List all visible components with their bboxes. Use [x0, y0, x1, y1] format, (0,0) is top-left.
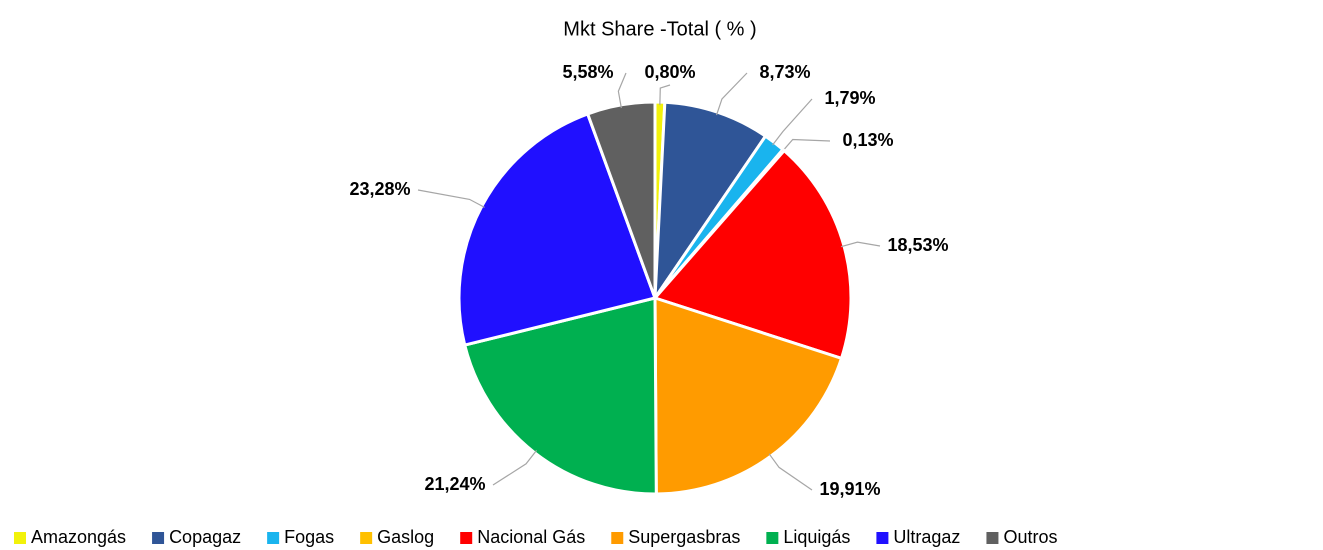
leader-line: [492, 450, 538, 486]
leader-line: [772, 98, 813, 146]
leader-line: [715, 72, 748, 116]
data-label: 19,91%: [819, 479, 880, 499]
legend-swatch: [152, 532, 165, 544]
legend-swatch: [267, 532, 280, 544]
leader-line: [840, 241, 881, 248]
legend-label: Ultragaz: [893, 527, 960, 547]
legend-swatch: [876, 532, 889, 544]
legend-label: Liquigás: [783, 527, 850, 547]
legend-label: Nacional Gás: [477, 527, 585, 547]
legend-swatch: [611, 532, 624, 544]
legend-label: Fogas: [284, 527, 334, 547]
leader-line: [659, 84, 671, 106]
legend-swatch: [14, 532, 26, 544]
data-label: 18,53%: [887, 235, 948, 255]
data-label: 0,80%: [644, 62, 695, 82]
legend-swatch: [766, 532, 779, 544]
legend-swatch: [986, 532, 999, 544]
data-label: 1,79%: [824, 88, 875, 108]
legend-swatch: [460, 532, 473, 544]
leader-line: [781, 138, 831, 153]
legend-label: Copagaz: [169, 527, 241, 547]
legend-label: Gaslog: [377, 527, 434, 547]
chart-title: Mkt Share -Total ( % ): [563, 18, 756, 40]
data-label: 23,28%: [349, 179, 410, 199]
data-label: 0,13%: [842, 130, 893, 150]
leader-line: [768, 453, 813, 491]
leader-line: [417, 189, 485, 208]
data-label: 5,58%: [562, 62, 613, 82]
data-label: 21,24%: [424, 474, 485, 494]
legend-swatch: [360, 532, 373, 544]
leader-line: [617, 72, 627, 109]
data-label: 8,73%: [759, 62, 810, 82]
legend-label: Outros: [1003, 527, 1057, 547]
legend-label: Supergasbras: [628, 527, 740, 547]
legend-label: Amazongás: [31, 527, 126, 547]
